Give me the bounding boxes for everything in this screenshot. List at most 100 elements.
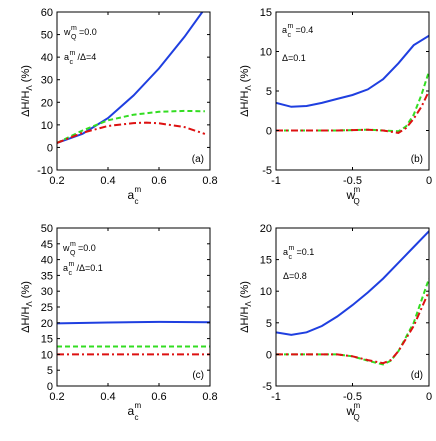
series-line-b-3 [276,90,429,134]
annotation-sup-b: m [288,23,294,30]
y-tick-label-c: 45 [41,239,53,251]
plot-frame-b [275,11,430,171]
series-line-d-1 [276,230,429,336]
x-tick-label-b: 0 [426,175,432,187]
y-tick-label-b: 10 [260,47,272,59]
y-tick-label-c: 10 [41,349,53,361]
y-tick-label-a: 60 [41,7,53,19]
y-tick-label-a: 0 [47,142,53,154]
x-tick-label-b: -1 [271,175,281,187]
series-line-b-2 [276,70,429,133]
annotation-sup-c: m [69,261,75,268]
y-tick-label-c: 25 [41,302,53,314]
y-tick-label-a: 40 [41,52,53,64]
x-axis-label-d: w [346,404,356,418]
panel-label-c: (c) [192,370,204,381]
annotation-tail-a: /Δ=4 [78,52,97,62]
annotation-sub-c: c [69,270,73,277]
y-tick-label-d: 20 [260,223,272,235]
panel-label-d: (d) [411,370,423,381]
x-axis-label-sup-a: m [135,185,142,194]
annotation-tail-c: /Δ=0.1 [77,263,103,273]
y-tick-label-b: -5 [262,165,272,177]
annotation-sup-a: m [71,25,77,32]
y-tick-label-d: 5 [266,318,272,330]
x-tick-label-d: -0.5 [343,391,362,403]
y-tick-label-a: 50 [41,30,53,42]
series-line-a-3 [57,121,206,144]
y-tick-label-c: 40 [41,255,53,267]
x-tick-label-a: 0.2 [49,175,64,187]
y-tick-label-b: 5 [266,86,272,98]
y-tick-label-c: 0 [47,381,53,393]
y-tick-label-c: 35 [41,270,53,282]
annotation-sub-a: Q [71,34,77,41]
y-axis-label-c: ΔH/HΛ (%) [20,281,34,333]
panel-label-a: (a) [192,154,204,165]
y-tick-label-a: -10 [37,165,53,177]
y-tick-label-d: -5 [262,381,272,393]
y-tick-label-c: 5 [47,365,53,377]
annotation-b-1: a [282,25,287,35]
x-axis-label-sub-c: c [135,413,139,422]
y-tick-label-d: 15 [260,255,272,267]
x-tick-label-a: 0.4 [100,175,115,187]
series-line-a-2 [57,109,205,144]
annotation-sub-d: c [289,254,293,261]
x-axis-label-sup-d: m [354,401,361,410]
plot-frame-a [56,11,211,171]
annotation-d-1: a [283,247,288,257]
annotation-sup-c: m [70,241,76,248]
annotation-tail-d: =0.1 [297,247,315,257]
annotation-b-2: Δ=0.1 [282,53,306,63]
annotation-sub-c: Q [70,250,76,257]
series-line-d-2 [276,278,429,366]
annotation-c-2: a [63,263,68,273]
y-tick-label-c: 20 [41,318,53,330]
x-axis-label-c: a [128,404,135,418]
x-axis-label-sup-b: m [354,185,361,194]
annotation-sup-a: m [70,50,76,57]
annotation-tail-c: =0.0 [78,243,96,253]
x-tick-label-b: -0.5 [343,175,362,187]
annotation-tail-a: =0.0 [79,27,97,37]
y-tick-label-d: 0 [266,349,272,361]
series-line-c-1 [57,320,210,325]
x-tick-label-d: -1 [271,391,281,403]
x-tick-label-c: 0.2 [49,391,64,403]
x-axis-label-sub-a: c [135,197,139,206]
y-axis-label-a: ΔH/HΛ (%) [20,65,34,117]
annotation-sub-b: c [288,32,292,39]
annotation-d-2: Δ=0.8 [283,271,307,281]
annotation-sup-d: m [289,245,295,252]
y-tick-label-a: 10 [41,120,53,132]
x-tick-label-c: 0.6 [151,391,166,403]
x-axis-label-sub-b: Q [354,197,360,206]
series-line-a-1 [57,12,204,144]
y-axis-label-d: ΔH/HΛ (%) [239,281,253,333]
x-axis-label-a: a [128,188,135,202]
x-axis-label-sup-c: m [135,401,142,410]
y-tick-label-c: 15 [41,334,53,346]
y-tick-label-a: 20 [41,97,53,109]
y-tick-label-d: 10 [260,286,272,298]
annotation-a-2: a [64,52,69,62]
y-tick-label-c: 30 [41,286,53,298]
y-tick-label-b: 15 [260,7,272,19]
annotation-a-1: w [63,27,71,37]
x-tick-label-a: 0.8 [202,175,217,187]
annotation-c-1: w [62,243,70,253]
x-tick-label-a: 0.6 [151,175,166,187]
x-tick-label-c: 0.4 [100,391,115,403]
y-axis-label-b: ΔH/HΛ (%) [239,65,253,117]
series-line-d-3 [276,290,429,365]
annotation-tail-b: =0.4 [296,25,314,35]
panel-label-b: (b) [411,154,423,165]
y-tick-label-b: 0 [266,126,272,138]
